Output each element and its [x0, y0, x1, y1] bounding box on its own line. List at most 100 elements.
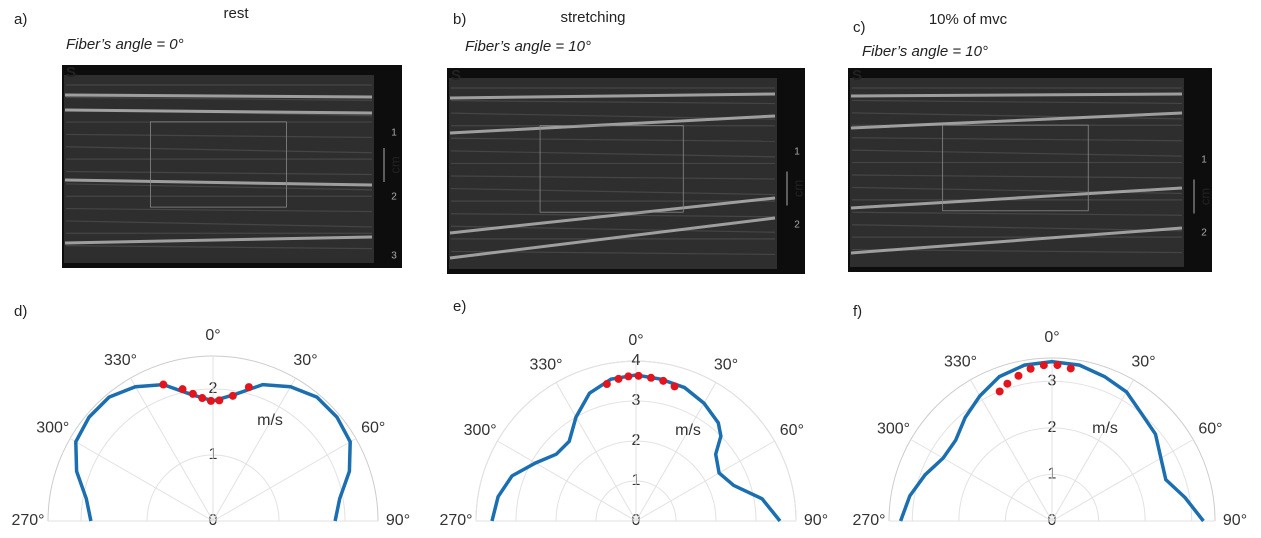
fascia: [64, 178, 373, 187]
theta-tick-label: 300°: [36, 420, 69, 437]
theta-tick-label: 30°: [714, 356, 738, 373]
theta-grid: [497, 440, 637, 522]
depth-tick: 2: [794, 220, 800, 231]
measured-point: [1003, 379, 1012, 388]
panel-label: d): [14, 303, 27, 320]
r-tick-label: 4: [632, 352, 641, 369]
theta-tick-label: 0°: [205, 327, 220, 344]
measured-point: [624, 372, 633, 381]
tissue-texture: [65, 220, 373, 228]
fascia: [64, 108, 373, 115]
panel-label: c): [853, 19, 866, 36]
tissue-texture: [65, 146, 373, 154]
measured-point: [1053, 361, 1062, 370]
theta-tick-label: 330°: [104, 352, 137, 369]
roi-box: [539, 125, 684, 213]
measured-point: [1014, 371, 1023, 380]
theta-tick-label: 0°: [1044, 329, 1059, 346]
roi-box: [149, 121, 287, 208]
measured-point: [178, 385, 187, 394]
depth-tick: 3: [391, 251, 397, 262]
theta-tick-label: 90°: [386, 512, 410, 529]
tissue-texture: [851, 99, 1183, 105]
measured-point: [244, 383, 253, 392]
tissue-texture: [450, 99, 776, 105]
unit-label: cm: [1197, 188, 1212, 205]
theta-tick-label: 0°: [628, 332, 643, 349]
tissue-texture: [65, 96, 373, 101]
measured-point: [995, 387, 1004, 396]
fascia: [850, 92, 1183, 98]
measured-point: [159, 380, 168, 389]
panel-title: rest: [223, 5, 249, 22]
panel-title: stretching: [560, 9, 625, 26]
theta-grid: [635, 440, 775, 522]
theta-tick-label: 60°: [1198, 421, 1222, 438]
panel-title: 10% of mvc: [929, 11, 1008, 28]
measured-point: [206, 396, 215, 405]
theta-grid: [635, 382, 717, 522]
ultrasound-field: [64, 75, 374, 263]
measured-point: [198, 394, 207, 403]
theta-tick-label: 270°: [11, 512, 44, 529]
probe-marker: S: [451, 67, 461, 84]
theta-tick-label: 30°: [1131, 354, 1155, 371]
fascia: [850, 226, 1183, 255]
fiber-angle: Fiber’s angle = 10°: [862, 43, 988, 60]
panel-label: b): [453, 11, 466, 28]
fascia: [64, 93, 373, 99]
unit-label: cm: [790, 180, 805, 197]
roi-box: [942, 124, 1089, 212]
measured-point: [1026, 364, 1035, 373]
theta-tick-label: 270°: [439, 512, 472, 529]
r-axis-label: m/s: [675, 422, 701, 439]
theta-grid: [1051, 439, 1194, 522]
measured-point: [1039, 361, 1048, 370]
tissue-texture: [450, 137, 776, 142]
theta-grid: [910, 439, 1053, 522]
tissue-texture: [450, 187, 776, 196]
unit-label: cm: [387, 156, 402, 173]
fascia: [449, 216, 776, 260]
measured-point: [215, 396, 224, 405]
fascia: [449, 92, 776, 100]
tissue-texture: [65, 245, 373, 250]
depth-tick: 1: [391, 128, 397, 139]
theta-tick-label: 330°: [529, 356, 562, 373]
theta-grid: [212, 377, 296, 522]
measured-point: [670, 382, 679, 391]
tissue-texture: [450, 175, 776, 180]
probe-marker: S: [66, 64, 76, 81]
probe-marker: S: [852, 67, 862, 84]
fiber-angle: Fiber’s angle = 10°: [465, 38, 591, 55]
theta-tick-label: 300°: [464, 422, 497, 439]
theta-tick-label: 30°: [293, 352, 317, 369]
depth-tick: 2: [1201, 228, 1207, 239]
fiber-angle: Fiber’s angle = 0°: [66, 36, 184, 53]
measured-point: [228, 391, 237, 400]
theta-tick-label: 90°: [804, 512, 828, 529]
fascia: [64, 235, 373, 245]
speed-curve: [898, 359, 1205, 523]
theta-grid: [555, 382, 637, 522]
tissue-texture: [851, 149, 1183, 157]
theta-tick-label: 60°: [780, 422, 804, 439]
measured-point: [188, 389, 197, 398]
theta-tick-label: 90°: [1223, 512, 1247, 529]
panel-label: e): [453, 298, 466, 315]
measured-point: [659, 376, 668, 385]
r-axis-label: m/s: [257, 412, 283, 429]
measured-point: [634, 371, 643, 380]
theta-grid: [130, 377, 214, 522]
fascia: [850, 111, 1183, 130]
measured-point: [647, 373, 656, 382]
theta-tick-label: 270°: [852, 512, 885, 529]
measured-point: [614, 374, 623, 383]
tissue-texture: [851, 137, 1183, 142]
theta-tick-label: 300°: [877, 421, 910, 438]
r-axis-label: m/s: [1092, 420, 1118, 437]
tissue-texture: [65, 133, 373, 139]
depth-tick: 1: [1201, 155, 1207, 166]
tissue-texture: [851, 174, 1183, 179]
theta-grid: [1051, 379, 1134, 522]
